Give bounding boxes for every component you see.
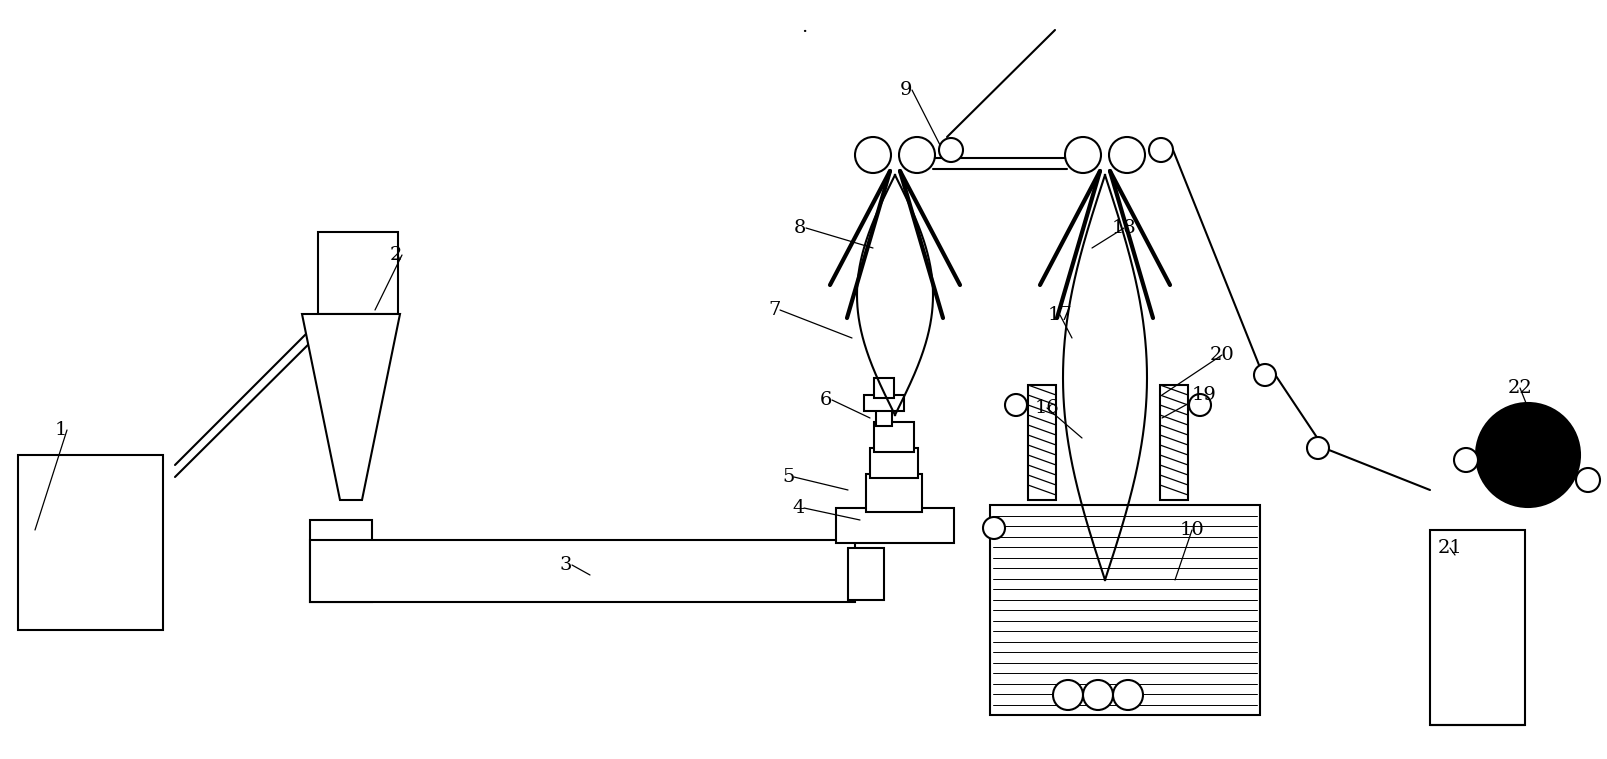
Text: 17: 17 xyxy=(1048,306,1072,324)
Text: 1: 1 xyxy=(55,421,67,439)
Bar xyxy=(1027,385,1056,500)
Text: 8: 8 xyxy=(794,219,805,237)
Circle shape xyxy=(1453,448,1477,472)
Bar xyxy=(847,548,884,600)
Bar xyxy=(310,520,371,602)
Circle shape xyxy=(898,137,934,173)
Text: 22: 22 xyxy=(1507,379,1531,397)
Circle shape xyxy=(1112,680,1143,710)
Text: 2: 2 xyxy=(391,246,402,264)
Text: 4: 4 xyxy=(792,499,804,517)
Text: 16: 16 xyxy=(1035,399,1059,417)
Bar xyxy=(310,540,855,602)
Circle shape xyxy=(1053,680,1083,710)
Bar xyxy=(836,508,953,543)
Bar xyxy=(869,448,918,478)
Circle shape xyxy=(1575,468,1599,492)
Text: .: . xyxy=(800,18,807,36)
Circle shape xyxy=(1475,403,1580,507)
Bar xyxy=(18,455,162,630)
Circle shape xyxy=(1109,137,1144,173)
Text: 9: 9 xyxy=(900,81,911,99)
Bar xyxy=(874,422,913,452)
Polygon shape xyxy=(302,314,400,500)
Circle shape xyxy=(1083,680,1112,710)
Text: 18: 18 xyxy=(1112,219,1136,237)
Bar xyxy=(990,505,1260,715)
Bar xyxy=(876,408,892,426)
Circle shape xyxy=(1188,394,1210,416)
Text: 10: 10 xyxy=(1180,521,1204,539)
Text: 21: 21 xyxy=(1437,539,1462,557)
Circle shape xyxy=(1306,437,1327,459)
Text: 20: 20 xyxy=(1208,346,1234,364)
Text: 6: 6 xyxy=(820,391,832,409)
Bar xyxy=(1429,530,1523,725)
Circle shape xyxy=(1004,394,1027,416)
Bar xyxy=(1159,385,1188,500)
Text: 19: 19 xyxy=(1191,386,1216,404)
Circle shape xyxy=(855,137,890,173)
Circle shape xyxy=(1149,138,1172,162)
Text: 3: 3 xyxy=(559,556,572,574)
Circle shape xyxy=(1253,364,1276,386)
Bar xyxy=(874,378,893,398)
Circle shape xyxy=(938,138,963,162)
Bar xyxy=(318,232,399,314)
Bar xyxy=(863,395,903,411)
Bar xyxy=(866,474,921,512)
Circle shape xyxy=(1064,137,1101,173)
Circle shape xyxy=(982,517,1004,539)
Text: 7: 7 xyxy=(768,301,779,319)
Text: 5: 5 xyxy=(781,468,794,486)
